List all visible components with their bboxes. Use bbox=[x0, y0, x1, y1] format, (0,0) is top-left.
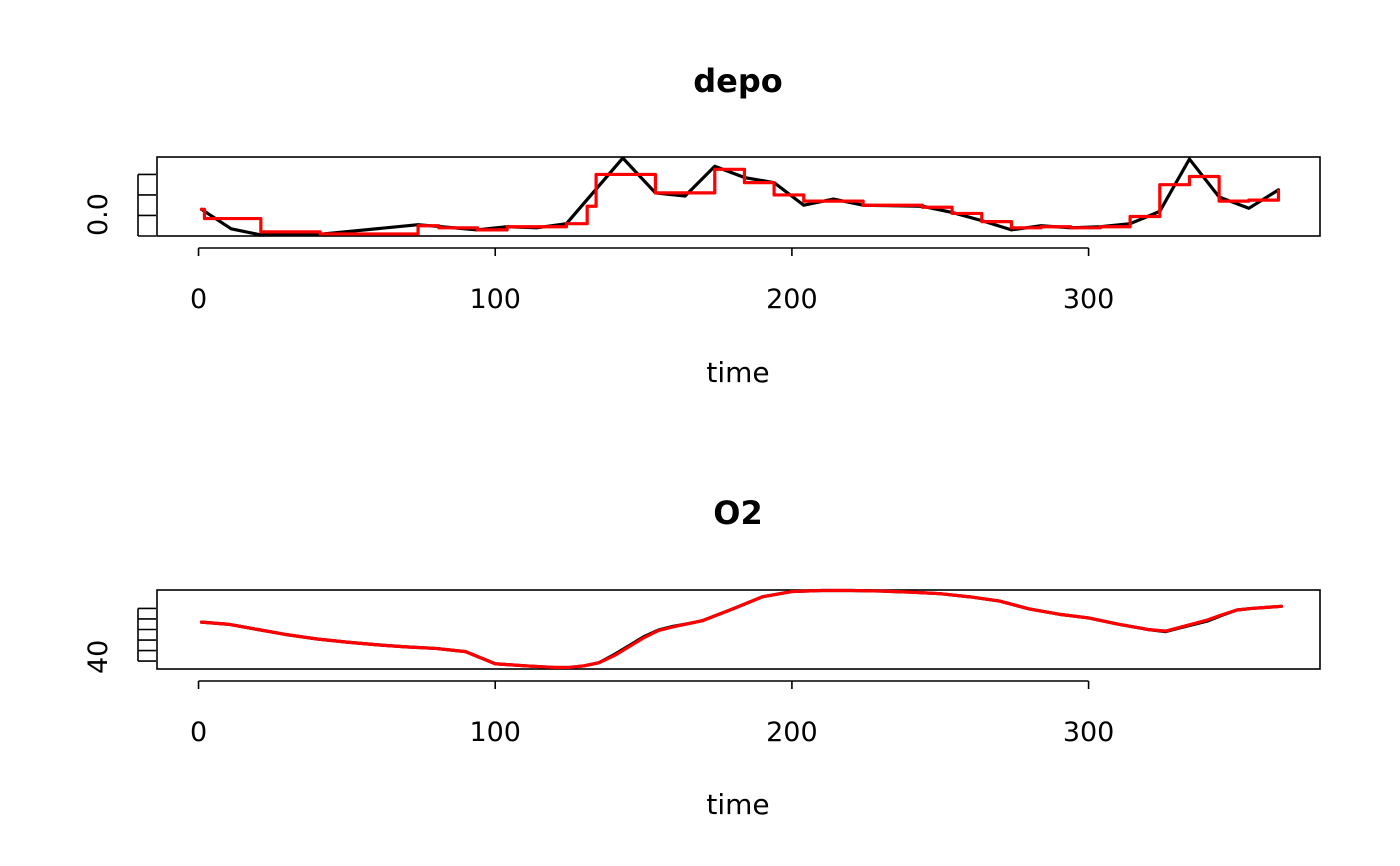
y-axis bbox=[137, 173, 156, 237]
series-line-2 bbox=[199, 588, 1284, 670]
chart-title: depo bbox=[693, 62, 783, 100]
x-axis-label: time bbox=[706, 788, 769, 821]
x-tick-label: 0 bbox=[190, 284, 207, 315]
chart-title: O2 bbox=[713, 494, 762, 532]
series-layer bbox=[199, 588, 1284, 670]
x-tick-label: 300 bbox=[1063, 284, 1115, 315]
y-axis bbox=[137, 607, 156, 662]
x-axis: 0 100 200 300 bbox=[190, 680, 1115, 748]
series-line-2 bbox=[199, 167, 1281, 236]
y-tick-label: 40 bbox=[83, 640, 114, 674]
x-tick-label: 300 bbox=[1063, 717, 1115, 748]
y-tick-label: 0.0 bbox=[83, 193, 114, 236]
series-line-1 bbox=[199, 588, 1284, 670]
x-tick-label: 200 bbox=[766, 717, 818, 748]
x-axis-label: time bbox=[706, 356, 769, 389]
x-axis: 0 100 200 300 bbox=[190, 247, 1115, 315]
plot-frame bbox=[156, 589, 1321, 670]
series-layer bbox=[199, 156, 1281, 237]
panel-depo: depo 0 100 200 300 0.0 time bbox=[83, 62, 1321, 389]
x-tick-label: 100 bbox=[469, 284, 521, 315]
panel-o2: O2 0 100 200 300 40 time bbox=[83, 494, 1321, 821]
x-tick-label: 0 bbox=[190, 717, 207, 748]
plot-frame bbox=[156, 156, 1321, 237]
x-tick-label: 100 bbox=[469, 717, 521, 748]
x-tick-label: 200 bbox=[766, 284, 818, 315]
